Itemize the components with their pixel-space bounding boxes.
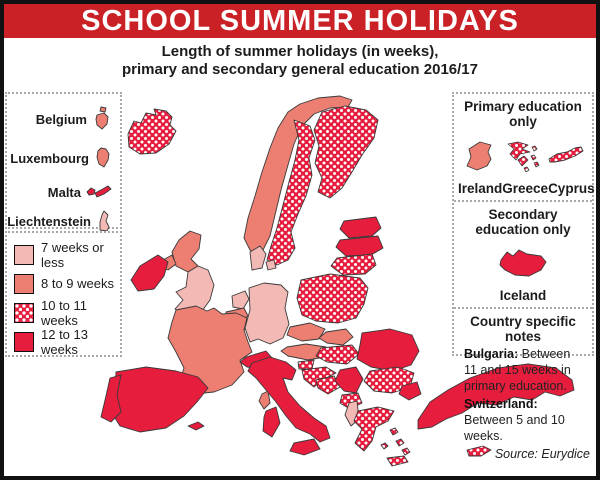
source-credit: Source: Eurydice xyxy=(494,447,590,461)
legend-swatch-7-weeks-or-less xyxy=(14,244,34,265)
secondary-education-icons xyxy=(458,241,588,285)
legend-item-7-weeks-or-less: 7 weeks or less xyxy=(14,239,120,270)
belgium-icon xyxy=(95,106,109,130)
country-corsica xyxy=(258,390,271,410)
country-france xyxy=(167,305,253,395)
liechtenstein-label: Liechtenstein xyxy=(7,213,91,229)
country-estonia xyxy=(339,216,382,239)
country-spain xyxy=(109,366,209,433)
country-portugal xyxy=(100,374,122,423)
primary-education-section: Primary education only xyxy=(454,94,595,200)
country-notes-section: Country specific notes Bulgaria: Between… xyxy=(454,307,592,448)
country-crete xyxy=(386,455,409,467)
country-greece-islands xyxy=(380,427,411,456)
greece-label: Greece xyxy=(502,181,549,196)
country-italy xyxy=(247,356,331,443)
note-bulgaria: Bulgaria: Between 11 and 15 weeks in pri… xyxy=(458,344,588,394)
small-countries-box: Belgium Luxembourg Malta xyxy=(5,92,122,232)
cyprus-label: Cyprus xyxy=(548,181,595,196)
country-slovenia xyxy=(297,359,315,370)
legend-box: 7 weeks or less 8 to 9 weeks 10 to 11 we… xyxy=(5,231,122,357)
note-switzerland-country: Switzerland: xyxy=(464,397,538,411)
note-switzerland: Switzerland: Between 5 and 10 weeks. xyxy=(458,394,588,444)
country-denmark xyxy=(249,245,277,271)
country-scotland xyxy=(171,230,202,273)
country-finland xyxy=(313,105,379,199)
ireland-icon xyxy=(466,141,492,171)
country-sardinia xyxy=(262,406,281,438)
legend-swatch-10-to-11-weeks xyxy=(14,302,34,323)
legend-label: 8 to 9 weeks xyxy=(41,276,114,291)
banner: SCHOOL SUMMER HOLIDAYS xyxy=(4,4,596,38)
country-latvia xyxy=(335,235,384,257)
country-greece xyxy=(353,406,395,452)
country-cyprus xyxy=(466,445,492,457)
country-czech-republic xyxy=(286,322,326,342)
small-country-row-malta: Malta xyxy=(7,178,120,206)
note-bulgaria-country: Bulgaria: xyxy=(464,347,519,361)
note-bulgaria-text: Between 11 and 15 weeks in primary educa… xyxy=(464,347,571,393)
country-sicily xyxy=(289,438,321,456)
country-germany xyxy=(244,282,290,345)
country-notes-title: Country specific notes xyxy=(470,314,576,344)
belgium-label: Belgium xyxy=(35,111,87,127)
country-bosnia xyxy=(315,375,341,395)
subtitle-line-2: primary and secondary general education … xyxy=(122,61,478,78)
legend-item-10-to-11-weeks: 10 to 11 weeks xyxy=(14,297,120,328)
right-panel: Primary education only xyxy=(452,92,595,443)
legend-swatch-12-to-13-weeks xyxy=(14,331,34,352)
malta-label: Malta xyxy=(47,184,81,200)
luxembourg-icon xyxy=(96,147,110,168)
subtitle-line-1: Length of summer holidays (in weeks), xyxy=(161,43,439,60)
legend-swatch-8-to-9-weeks xyxy=(14,273,34,294)
legend-label: 10 to 11 weeks xyxy=(41,297,88,328)
secondary-education-title: Secondary education only xyxy=(475,207,571,237)
small-country-row-luxembourg: Luxembourg xyxy=(7,140,120,176)
malta-icon xyxy=(86,185,112,198)
country-sweden xyxy=(266,119,316,266)
legend-item-12-to-13-weeks: 12 to 13 weeks xyxy=(14,326,120,357)
note-switzerland-text: Between 5 and 10 weeks. xyxy=(464,413,565,443)
country-poland xyxy=(296,273,369,324)
country-norway xyxy=(243,95,353,256)
luxembourg-label: Luxembourg xyxy=(10,150,89,166)
country-turkey xyxy=(417,363,575,430)
country-iceland xyxy=(127,108,177,155)
legend-label: 7 weeks or less xyxy=(41,239,104,270)
country-balearics xyxy=(187,421,205,431)
country-romania xyxy=(356,328,420,372)
iceland-label: Iceland xyxy=(499,288,547,303)
primary-education-labels: Ireland Greece Cyprus xyxy=(458,181,595,196)
legend-label: 12 to 13 weeks xyxy=(41,326,88,357)
country-netherlands xyxy=(231,290,250,310)
legend-item-8-to-9-weeks: 8 to 9 weeks xyxy=(14,269,120,298)
country-turkey-west xyxy=(398,381,422,401)
subtitle: Length of summer holidays (in weeks), pr… xyxy=(0,43,600,79)
secondary-education-section: Secondary education only Iceland xyxy=(454,200,592,307)
country-ireland xyxy=(130,254,169,292)
greece-icon xyxy=(507,141,540,172)
small-country-row-liechtenstein: Liechtenstein xyxy=(7,206,120,236)
country-hungary xyxy=(315,344,360,365)
primary-education-title: Primary education only xyxy=(464,99,582,129)
liechtenstein-icon xyxy=(99,210,110,232)
country-slovakia xyxy=(318,328,354,346)
cyprus-icon xyxy=(548,146,584,163)
country-serbia xyxy=(334,366,364,394)
page-title: SCHOOL SUMMER HOLIDAYS xyxy=(81,5,519,37)
ireland-label: Ireland xyxy=(458,181,503,196)
country-lithuania xyxy=(330,253,377,276)
primary-education-icons xyxy=(458,135,588,177)
small-country-row-belgium: Belgium xyxy=(7,102,120,136)
iceland-icon xyxy=(499,249,547,277)
